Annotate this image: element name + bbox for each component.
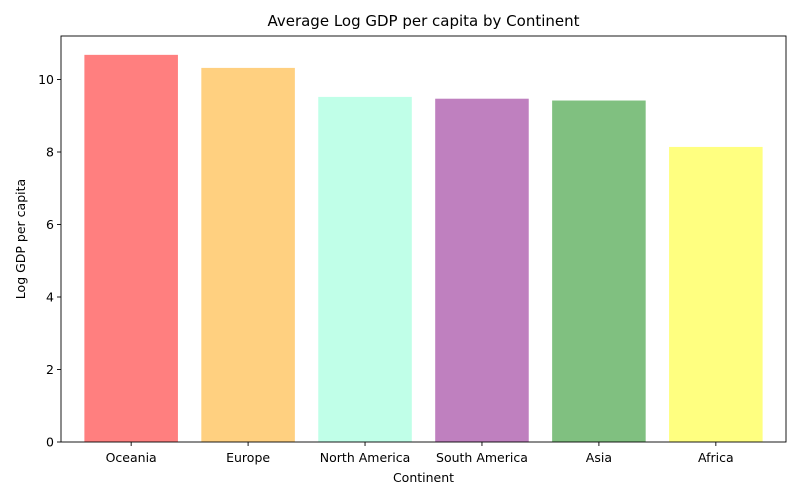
y-tick-label: 4 — [46, 290, 54, 305]
x-tick-label: Africa — [698, 450, 734, 465]
y-axis-label: Log GDP per capita — [13, 179, 28, 299]
axes-layer: Oceania Europe North America South America A… — [38, 35, 787, 465]
x-tick-label: Europe — [226, 450, 270, 465]
bar-oceania — [84, 54, 178, 442]
x-tick-label: Asia — [586, 450, 612, 465]
y-tick-label: 10 — [38, 72, 54, 87]
y-tick-label: 8 — [46, 145, 54, 160]
bar-south-america — [435, 98, 529, 443]
chart-title: Average Log GDP per capita by Continent — [267, 12, 579, 30]
y-tick-label: 0 — [46, 435, 54, 450]
x-tick-label: South America — [436, 450, 528, 465]
y-tick-label: 2 — [46, 362, 54, 377]
x-tick-label: Oceania — [106, 450, 157, 465]
x-axis-label: Continent — [393, 470, 454, 485]
bar-asia — [552, 100, 646, 443]
y-tick-label: 6 — [46, 217, 54, 232]
bars-layer — [84, 54, 763, 443]
bar-north-america — [318, 96, 412, 443]
x-tick-label: North America — [320, 450, 411, 465]
bar-africa — [669, 146, 763, 443]
bar-europe — [201, 67, 295, 443]
plot-frame — [60, 35, 787, 443]
